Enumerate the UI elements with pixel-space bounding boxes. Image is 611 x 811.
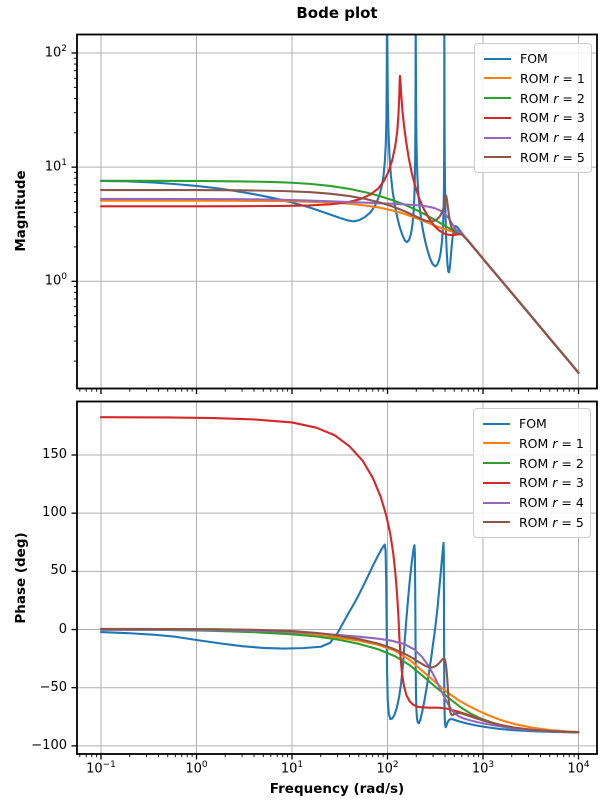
legend-line-sample <box>483 481 510 484</box>
legend-item-rom-r1: ROM r = 1 <box>483 435 584 451</box>
legend-line-sample <box>484 97 511 100</box>
legend-label: ROM r = 4 <box>519 495 584 511</box>
y-tick-label: 50 <box>50 563 67 579</box>
legend-line-sample <box>483 422 510 425</box>
axes-frame <box>76 33 598 390</box>
legend-label: FOM <box>520 51 548 66</box>
legend-label: ROM r = 3 <box>520 110 585 126</box>
rom-r2-magnitude-line <box>99 179 580 374</box>
rom-r2-phase-line <box>99 628 580 734</box>
x-tick-label: 102 <box>376 760 399 777</box>
rom-r5-phase-line <box>99 627 580 734</box>
y-tick-label: 102 <box>44 44 67 61</box>
y-tick-label: −100 <box>31 737 67 753</box>
legend-line-sample <box>483 462 510 465</box>
legend-item-fom: FOM <box>484 51 582 66</box>
legend-item-rom-r3: ROM r = 3 <box>484 110 585 126</box>
legend-line-sample <box>483 501 510 504</box>
x-tick-label: 101 <box>280 760 304 777</box>
phase-legend: FOM ROM r = 1 ROM r = 2 ROM r = 3 ROM r = 4 R… <box>473 408 591 538</box>
rom-r5-magnitude-line <box>99 189 580 374</box>
frequency-axis-label: Frequency (rad/s) <box>269 781 405 797</box>
legend-line-sample <box>483 442 510 445</box>
legend-label: ROM r = 2 <box>519 455 584 471</box>
y-tick-label: 150 <box>42 446 67 462</box>
y-tick-label: 101 <box>44 158 67 175</box>
legend-item-rom-r4: ROM r = 4 <box>483 495 584 511</box>
legend-line-sample <box>483 521 510 524</box>
chart-title: Bode plot <box>296 4 378 22</box>
magnitude-axis-label: Magnitude <box>13 170 29 252</box>
y-tick-label: 100 <box>42 505 67 521</box>
legend-line-sample <box>484 57 511 60</box>
legend-label: ROM r = 1 <box>520 70 585 86</box>
rom-r1-phase-line <box>99 628 580 734</box>
legend-item-rom-r5: ROM r = 5 <box>483 514 584 530</box>
legend-line-sample <box>484 156 511 159</box>
legend-item-fom: FOM <box>483 416 581 431</box>
rom-r4-phase-line <box>99 628 580 734</box>
legend-label: ROM r = 4 <box>520 130 585 146</box>
magnitude-legend: FOM ROM r = 1 ROM r = 2 ROM r = 3 ROM r = 4 R… <box>474 43 592 173</box>
legend-item-rom-r1: ROM r = 1 <box>484 70 585 86</box>
legend-label: FOM <box>519 416 547 431</box>
legend-label: ROM r = 3 <box>519 475 584 491</box>
legend-label: ROM r = 5 <box>520 149 585 165</box>
legend-label: ROM r = 2 <box>520 90 585 106</box>
x-tick-label: 104 <box>567 760 590 777</box>
y-tick-label: −50 <box>39 679 67 695</box>
legend-label: ROM r = 5 <box>519 514 584 530</box>
fom-magnitude-line <box>99 34 580 374</box>
legend-item-rom-r2: ROM r = 2 <box>483 455 584 471</box>
legend-line-sample <box>484 136 511 139</box>
axes-frame <box>76 400 598 755</box>
legend-line-sample <box>484 77 511 80</box>
x-tick-label: 103 <box>471 760 495 777</box>
legend-item-rom-r2: ROM r = 2 <box>484 90 585 106</box>
x-tick-label: 10−1 <box>86 760 116 777</box>
y-tick-label: 0 <box>58 621 67 637</box>
legend-label: ROM r = 1 <box>519 435 584 451</box>
legend-line-sample <box>484 116 511 119</box>
x-tick-label: 100 <box>185 760 208 777</box>
legend-item-rom-r5: ROM r = 5 <box>484 149 585 165</box>
legend-item-rom-r3: ROM r = 3 <box>483 475 584 491</box>
y-tick-label: 100 <box>44 272 67 289</box>
fom-phase-line <box>99 541 580 734</box>
legend-item-rom-r4: ROM r = 4 <box>484 130 585 146</box>
